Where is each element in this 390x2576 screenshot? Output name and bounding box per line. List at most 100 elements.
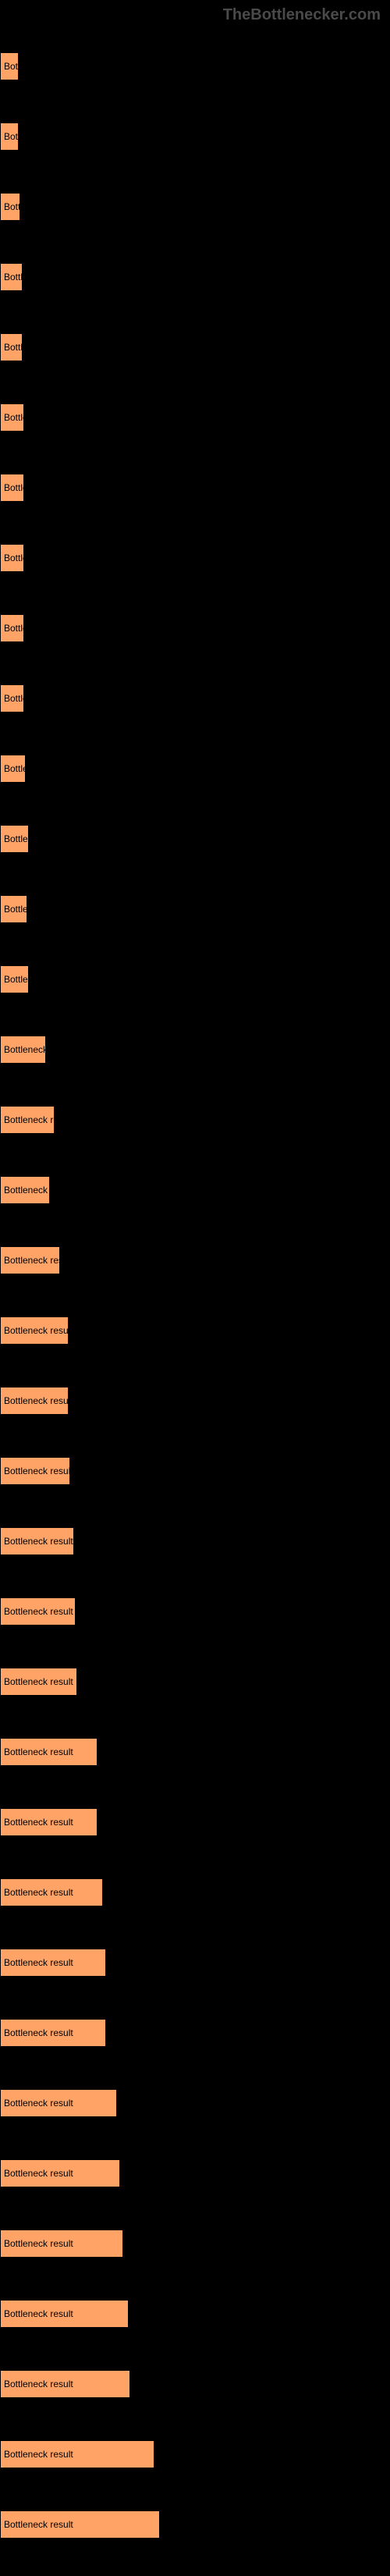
bar: Bottlen (0, 895, 27, 923)
bar-label: Bottleneck result (4, 1746, 73, 1757)
bar: Bottleneck result (0, 2089, 117, 2117)
bar-label: Bottleneck result (4, 1255, 73, 1266)
bar-chart: BotBotBottBottlBottlBottleBottleBottleBo… (0, 24, 390, 2576)
bar-label: Bottleneck result (4, 1536, 73, 1547)
bar-label: Bottleneck result (4, 2027, 73, 2038)
bar-row: Bottleneck r (0, 1015, 390, 1084)
bar-label: Bottlene (4, 974, 38, 985)
bar: Bottleneck result (0, 1527, 74, 1555)
bar-row: Bottl (0, 243, 390, 311)
bar: Bottleneck result (0, 1316, 69, 1345)
bar: Bottleneck res (0, 1176, 50, 1204)
bar: Bottlene (0, 825, 29, 853)
bar-label: Bottlen (4, 904, 33, 915)
bar: Bottl (0, 263, 23, 291)
bar-label: Bottleneck res (4, 1185, 63, 1196)
bar-row: Bot (0, 32, 390, 101)
bar-label: Bottle (4, 482, 28, 493)
bar-label: Bottleneck result (4, 1114, 73, 1125)
bar-label: Bottleneck result (4, 2098, 73, 2109)
bar: Bottleneck result (0, 2230, 123, 2258)
bar-label: Bottleneck result (4, 1817, 73, 1828)
bar-row: Bottleneck result2 (0, 2350, 390, 2418)
bar-row: Bottleneck result (0, 1226, 390, 1295)
bar-value: 2 (138, 2308, 144, 2319)
bar-label: Bottleneck result (4, 2238, 73, 2249)
bar: Bot (0, 52, 19, 80)
bar-row: Bottleneck result (0, 2069, 390, 2137)
bar: Bottleneck r (0, 1036, 46, 1064)
bar-value: 2 (140, 2379, 146, 2389)
bar-row: Bottleneck result (0, 1788, 390, 1856)
bar-row: Bot (0, 102, 390, 171)
bar-label: Bottle (4, 623, 28, 634)
bar: Bottleneck result2 (0, 2370, 130, 2398)
bar: Bottle (0, 684, 24, 712)
bar-row: Bottleneck result (0, 2209, 390, 2278)
bar-row: Bottleneck result (0, 1647, 390, 1716)
bar: Bottleneck result (0, 2019, 106, 2047)
bar: Bottleneck result (0, 1246, 60, 1274)
bar: Bottleneck result (0, 1808, 98, 1836)
bar-row: Bottlene (0, 945, 390, 1014)
bar: Bottleneck result (0, 1106, 55, 1134)
bar: Bottlene (0, 965, 29, 993)
bar-label: Bottl (4, 342, 23, 353)
bar-row: Bottle (0, 383, 390, 452)
bar: Bottleneck result4 (0, 2440, 154, 2468)
bar-row: Bottleneck result (0, 2490, 390, 2559)
bar-label: Bottleneck result (4, 1395, 73, 1406)
bar-label: Bottle (4, 693, 28, 704)
bar: Bottleneck result (0, 1597, 76, 1626)
bar-label: Bottleneck result (4, 1887, 73, 1898)
bar-row: Bottleneck res (0, 1156, 390, 1224)
bar-row: Bottleneck result (0, 1718, 390, 1786)
bar-label: Bottleneck result (4, 2308, 73, 2319)
bar: Bottleneck result (0, 1457, 70, 1485)
bar: Bottleneck result (0, 2510, 160, 2539)
bar-row: Bottleneck result (0, 1999, 390, 2067)
bar-label: Bottleneck result (4, 2168, 73, 2179)
bar-row: Bott (0, 172, 390, 241)
bar-row: Bottleneck result (0, 2139, 390, 2208)
bar: Bottle (0, 403, 24, 432)
bar-label: Bot (4, 131, 18, 142)
bar-label: Bottleneck result (4, 2449, 73, 2460)
bar: Bott (0, 193, 20, 221)
bar: Bottleneck result (0, 1738, 98, 1766)
bar-row: Bottleneck result (0, 1928, 390, 1997)
bar-row: Bottleneck result (0, 1858, 390, 1927)
bar-label: Bottl (4, 272, 23, 282)
bar-label: Bottleneck result (4, 1676, 73, 1687)
bar-label: Bottle (4, 553, 28, 563)
bar-label: Bottleneck result (4, 1606, 73, 1617)
bar-row: Bottleneck result (0, 1577, 390, 1646)
bar-row: Bottle (0, 664, 390, 733)
bar-row: Bottler (0, 734, 390, 803)
bar-label: Bottleneck r (4, 1044, 53, 1055)
bar: Bottleneck result (0, 2159, 120, 2187)
bar-row: Bottleneck result 4 (0, 2420, 390, 2489)
bar-label: Bottler (4, 763, 31, 774)
bar-label: Bottlene (4, 833, 38, 844)
bar-row: Bottlene (0, 805, 390, 873)
bar-label: Bottleneck result (4, 1466, 73, 1476)
bar-row: Bottlen (0, 875, 390, 943)
bar: Bottle (0, 474, 24, 502)
bar: Bottleneck result2 (0, 2300, 129, 2328)
bar-row: Bottl (0, 313, 390, 382)
bar-value: 4 (164, 2449, 169, 2460)
bar-label: Bottleneck result (4, 1325, 73, 1336)
bar-row: Bottle (0, 594, 390, 663)
bar: Bottleneck result (0, 1949, 106, 1977)
bar-label: Bott (4, 201, 20, 212)
bar-row: Bottle (0, 524, 390, 592)
bar: Bottl (0, 333, 23, 361)
bar-label: Bot (4, 61, 18, 72)
bar: Bottle (0, 614, 24, 642)
bar-row: Bottleneck result (0, 1507, 390, 1576)
bar-row: Bottleneck result 2 (0, 2279, 390, 2348)
bar-row: Bottleneck result (0, 1366, 390, 1435)
bar-row: Bottleneck result (0, 1085, 390, 1154)
bar: Bottle (0, 544, 24, 572)
